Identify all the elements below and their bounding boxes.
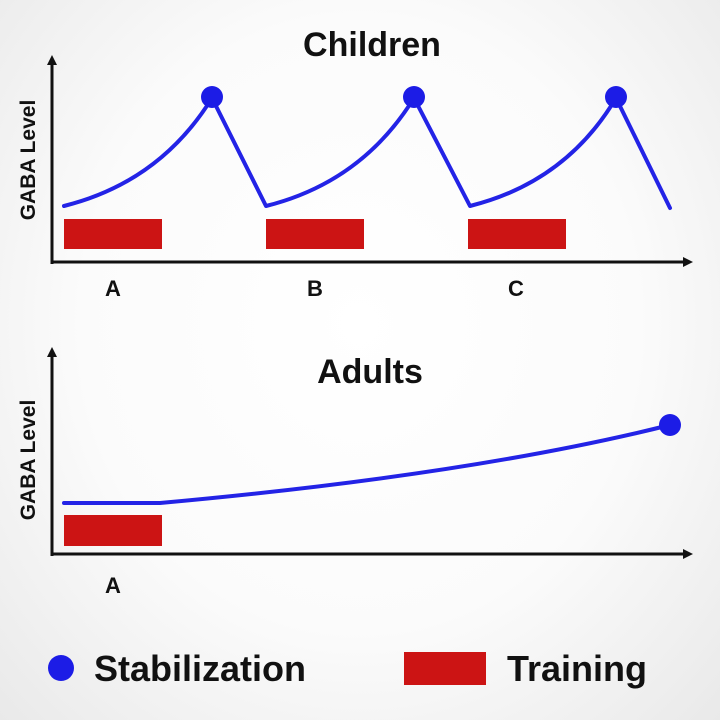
children-gaba-curve [62,96,672,210]
legend-training-marker [404,652,486,685]
children-panel: Children GABA Level A B C [17,26,693,301]
adults-y-axis-label: GABA Level [17,400,40,521]
children-y-axis-label: GABA Level [17,100,40,221]
legend-stabilization-marker [48,655,74,681]
children-training-bar-a [64,219,162,249]
children-training-bar-b [266,219,364,249]
legend-stabilization-label: Stabilization [94,648,306,689]
children-phase-label-c: C [508,276,524,301]
legend: Stabilization Training [48,648,647,689]
children-stabilization-point-a [201,86,223,108]
children-phase-label-a: A [105,276,121,301]
children-stabilization-point-c [605,86,627,108]
children-phase-label-b: B [307,276,323,301]
children-training-bar-c [468,219,566,249]
adults-stabilization-point [659,414,681,436]
adults-title: Adults [317,353,423,391]
children-title: Children [303,26,441,64]
adults-panel: Adults GABA Level A [17,347,693,598]
legend-training-label: Training [507,648,647,689]
adults-phase-label-a: A [105,573,121,598]
children-stabilization-point-b [403,86,425,108]
adults-gaba-curve [62,423,672,505]
adults-training-bar-a [64,515,162,546]
